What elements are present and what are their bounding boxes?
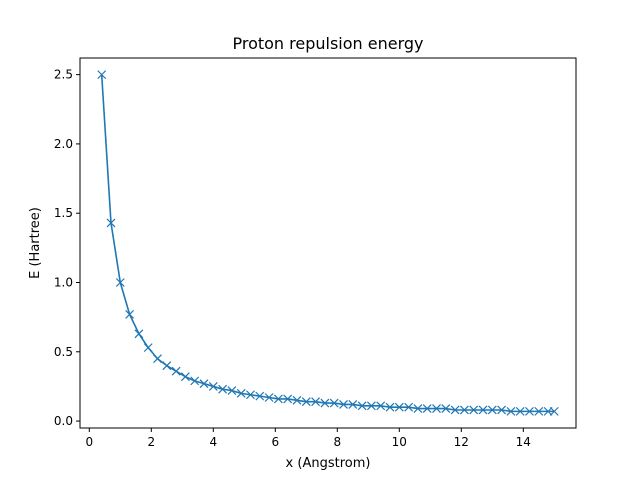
- x-tick-label: 2: [147, 435, 155, 449]
- y-axis-label: E (Hartree): [28, 207, 43, 279]
- data-point: [162, 361, 172, 371]
- x-tick-label: 4: [209, 435, 217, 449]
- data-point: [292, 395, 302, 405]
- data-point: [394, 402, 404, 412]
- data-point: [264, 393, 274, 402]
- data-point: [413, 404, 423, 414]
- data-point: [432, 404, 441, 414]
- data-point: [236, 388, 246, 398]
- data-point: [115, 278, 125, 287]
- data-point: [469, 405, 479, 415]
- y-tick-label: 0.5: [54, 345, 73, 359]
- data-point: [478, 405, 488, 415]
- data-point: [385, 402, 395, 412]
- data-point: [376, 401, 386, 411]
- data-point: [339, 400, 348, 409]
- data-point: [348, 400, 358, 409]
- data-point: [134, 329, 144, 339]
- data-point: [459, 405, 469, 415]
- data-point: [180, 372, 190, 382]
- data-point: [208, 382, 218, 391]
- data-point: [422, 404, 432, 414]
- data-point: [329, 398, 339, 408]
- plot-frame: [79, 57, 577, 429]
- plot-area: [80, 58, 576, 428]
- data-point: [404, 402, 414, 412]
- y-tick-label: 1.5: [54, 206, 73, 220]
- data-point: [549, 406, 559, 416]
- data-point: [487, 405, 497, 415]
- data-point: [497, 405, 507, 415]
- data-point: [255, 391, 265, 401]
- data-point: [143, 343, 153, 353]
- data-point: [283, 394, 293, 404]
- y-tick-label: 2.0: [54, 137, 73, 151]
- y-tick-label: 1.0: [54, 275, 73, 289]
- x-tick-label: 14: [516, 435, 531, 449]
- data-point: [525, 406, 534, 416]
- data-point: [153, 354, 162, 364]
- data-point: [450, 405, 460, 415]
- data-point: [534, 406, 544, 416]
- data-point: [125, 309, 135, 319]
- data-point: [218, 384, 228, 394]
- x-tick-label: 8: [333, 435, 341, 449]
- data-point: [543, 406, 553, 416]
- data-point: [515, 406, 525, 416]
- data-point: [273, 394, 283, 404]
- data-point: [357, 401, 367, 411]
- data-point: [106, 218, 116, 228]
- data-point: [190, 376, 200, 386]
- x-axis-label: x (Angstrom): [286, 456, 371, 471]
- chart-title: Proton repulsion energy: [232, 34, 423, 53]
- data-point: [366, 401, 376, 411]
- x-tick-label: 10: [392, 435, 407, 449]
- x-tick-label: 0: [85, 435, 93, 449]
- data-point: [227, 386, 237, 396]
- y-tick-label: 0.0: [54, 414, 73, 428]
- data-point: [441, 404, 451, 414]
- data-point: [246, 390, 255, 400]
- x-tick-label: 6: [271, 435, 279, 449]
- data-point: [506, 406, 516, 416]
- ticks-group: 0 2 4 6 8 10 12 14 0.0 0.5 1.0 1.5 2.0 2.5: [54, 68, 531, 449]
- data-point: [320, 398, 330, 408]
- data-point: [199, 379, 209, 389]
- series-layer: [97, 70, 559, 416]
- data-point: [97, 70, 107, 80]
- data-point: [171, 366, 181, 376]
- y-tick-label: 2.5: [54, 68, 73, 82]
- data-point: [311, 397, 321, 407]
- data-point: [301, 397, 311, 407]
- x-tick-label: 12: [454, 435, 469, 449]
